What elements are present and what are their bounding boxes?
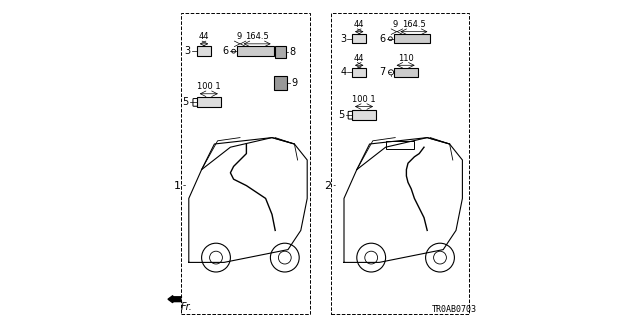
Bar xyxy=(181,13,310,314)
Bar xyxy=(197,46,211,56)
Text: 9: 9 xyxy=(393,20,398,29)
Text: 1: 1 xyxy=(174,180,181,191)
Bar xyxy=(352,110,376,120)
Text: 44: 44 xyxy=(354,54,364,63)
Text: 9: 9 xyxy=(291,78,298,88)
Bar xyxy=(385,141,415,149)
Bar xyxy=(352,34,367,43)
Bar xyxy=(275,46,287,58)
Bar xyxy=(332,13,469,314)
Text: 164.5: 164.5 xyxy=(245,32,269,41)
Bar xyxy=(394,34,431,43)
Bar xyxy=(394,68,418,77)
Text: TR0AB0703: TR0AB0703 xyxy=(432,305,477,314)
Text: 9: 9 xyxy=(236,32,241,41)
Text: 6: 6 xyxy=(380,34,385,44)
Text: 100 1: 100 1 xyxy=(352,95,376,104)
Text: 2: 2 xyxy=(324,180,332,191)
Text: 7: 7 xyxy=(380,67,385,77)
Text: 44: 44 xyxy=(354,20,364,29)
Text: 4: 4 xyxy=(340,67,346,77)
Text: 3: 3 xyxy=(340,34,346,44)
Bar xyxy=(197,97,221,107)
Text: 44: 44 xyxy=(199,32,209,41)
Text: 8: 8 xyxy=(290,47,296,57)
Text: 100 1: 100 1 xyxy=(197,82,221,91)
Text: 164.5: 164.5 xyxy=(402,20,426,29)
Text: 110: 110 xyxy=(397,54,413,63)
FancyArrow shape xyxy=(168,296,181,303)
Bar xyxy=(352,68,367,77)
Text: 5: 5 xyxy=(182,97,189,107)
Text: 5: 5 xyxy=(338,110,344,120)
Text: 3: 3 xyxy=(184,46,191,56)
Text: 6: 6 xyxy=(223,46,229,56)
Bar xyxy=(274,76,287,90)
Bar xyxy=(237,46,274,56)
Text: Fr.: Fr. xyxy=(181,302,193,312)
